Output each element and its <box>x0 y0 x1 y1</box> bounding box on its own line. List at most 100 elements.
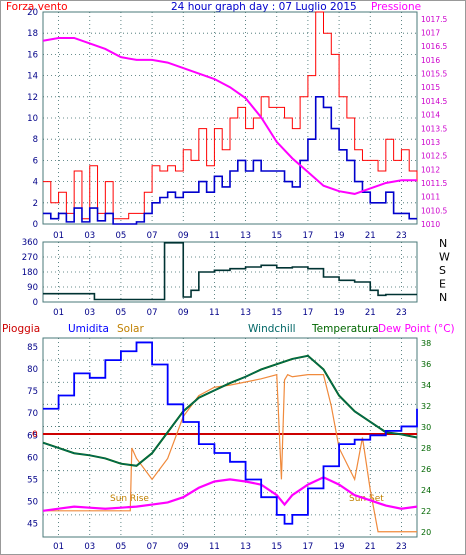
y-tick-left: 80 <box>27 365 38 375</box>
x-tick-label: 19 <box>334 542 345 552</box>
solar-line <box>43 373 417 533</box>
legend-solar: Solar <box>117 323 144 335</box>
y-tick-right: 28 <box>421 444 431 453</box>
x-tick-label: 23 <box>396 308 407 318</box>
wind-avg-line <box>43 96 417 225</box>
humidity-line <box>43 341 418 525</box>
y-tick-right: 1012.5 <box>421 152 447 161</box>
x-tick-label: 07 <box>147 308 158 318</box>
legend-humidity: Umidita <box>68 323 109 335</box>
compass-letter: E <box>439 278 446 291</box>
x-tick-label: 13 <box>240 231 251 241</box>
x-tick-label: 23 <box>396 542 407 552</box>
tick-labels: 0246810121416182010101010.510111011.5101… <box>22 8 448 552</box>
x-tick-label: 03 <box>84 308 95 318</box>
y-tick-right: 1014.5 <box>421 97 447 106</box>
temperature-line <box>42 354 418 467</box>
x-tick-label: 11 <box>209 308 220 318</box>
y-tick-left: 50 <box>27 498 38 508</box>
wind-label: Forza vento <box>6 1 68 13</box>
y-tick-right: 1015.5 <box>421 70 447 79</box>
y-tick-left: 90 <box>27 283 38 293</box>
y-tick-left: 65 <box>27 431 38 441</box>
legend-rain: Pioggia <box>2 323 40 335</box>
y-tick-right: 1010 <box>421 220 440 229</box>
y-tick-right: 24 <box>421 486 431 495</box>
sunrise-label: Sun Rise <box>110 494 149 504</box>
y-tick-right: 1015 <box>421 83 440 92</box>
y-tick-right: 20 <box>421 528 431 537</box>
legend-dewpoint: Dew Point (°C) <box>378 323 455 335</box>
x-tick-label: 11 <box>209 231 220 241</box>
compass-letter: S <box>439 264 446 277</box>
x-tick-label: 05 <box>116 542 127 552</box>
y-tick-left: 20 <box>27 8 38 18</box>
wind-direction-line <box>43 242 417 301</box>
x-tick-label: 01 <box>53 308 64 318</box>
y-tick-right: 22 <box>421 507 431 516</box>
wind-gust-line <box>43 11 418 220</box>
y-tick-right: 34 <box>421 381 431 390</box>
y-tick-left: 45 <box>27 520 38 530</box>
y-tick-left: 4 <box>33 178 38 188</box>
x-tick-label: 23 <box>396 231 407 241</box>
weather-panel <box>42 337 418 538</box>
windchill-line <box>42 355 418 467</box>
pressure-label: Pressione <box>371 1 421 13</box>
y-tick-left: 16 <box>27 50 38 60</box>
x-tick-label: 03 <box>84 542 95 552</box>
dewpoint-line <box>42 476 418 512</box>
y-tick-left: 85 <box>27 343 38 353</box>
x-tick-label: 21 <box>365 231 376 241</box>
pressure-line <box>42 36 417 195</box>
y-tick-left: 18 <box>27 29 38 39</box>
y-tick-left: 75 <box>27 387 38 397</box>
x-tick-label: 07 <box>147 542 158 552</box>
x-tick-label: 13 <box>240 542 251 552</box>
y-tick-left: 60 <box>27 453 38 463</box>
y-tick-right: 1017.5 <box>421 15 447 24</box>
x-tick-label: 15 <box>271 231 282 241</box>
y-tick-left: 55 <box>27 476 38 486</box>
y-tick-left: 8 <box>33 135 38 145</box>
y-tick-right: 1017 <box>421 29 440 38</box>
y-tick-right: 26 <box>421 465 431 474</box>
x-tick-label: 01 <box>53 231 64 241</box>
compass-letter: W <box>439 251 450 264</box>
x-tick-label: 09 <box>178 308 189 318</box>
rain-zero-label: 0 <box>32 430 38 440</box>
y-tick-right: 1010.5 <box>421 206 447 215</box>
x-tick-label: 15 <box>271 308 282 318</box>
chart-title: 24 hour graph day : 07 Luglio 2015 <box>171 1 357 13</box>
y-tick-left: 270 <box>22 253 38 263</box>
y-tick-right: 36 <box>421 360 431 369</box>
y-tick-left: 2 <box>33 199 38 209</box>
y-tick-left: 12 <box>27 93 38 103</box>
x-tick-label: 15 <box>271 542 282 552</box>
y-tick-left: 360 <box>22 238 38 248</box>
x-tick-label: 17 <box>303 231 314 241</box>
x-tick-label: 17 <box>303 542 314 552</box>
x-tick-label: 01 <box>53 542 64 552</box>
x-tick-label: 19 <box>334 231 345 241</box>
y-tick-right: 1016.5 <box>421 42 447 51</box>
y-tick-left: 10 <box>27 114 38 124</box>
y-tick-right: 30 <box>421 423 431 432</box>
x-tick-label: 21 <box>365 542 376 552</box>
x-tick-label: 17 <box>303 308 314 318</box>
y-tick-left: 0 <box>33 220 38 230</box>
compass-letter: N <box>439 291 447 304</box>
y-tick-left: 180 <box>22 268 38 278</box>
y-tick-right: 1016 <box>421 56 440 65</box>
compass-letter: N <box>439 237 447 250</box>
x-tick-label: 07 <box>147 231 158 241</box>
y-tick-right: 1013.5 <box>421 124 447 133</box>
y-tick-right: 32 <box>421 402 431 411</box>
y-tick-left: 14 <box>27 72 38 82</box>
x-tick-label: 21 <box>365 308 376 318</box>
y-tick-right: 1014 <box>421 111 440 120</box>
y-tick-left: 0 <box>33 298 38 308</box>
x-tick-label: 13 <box>240 308 251 318</box>
